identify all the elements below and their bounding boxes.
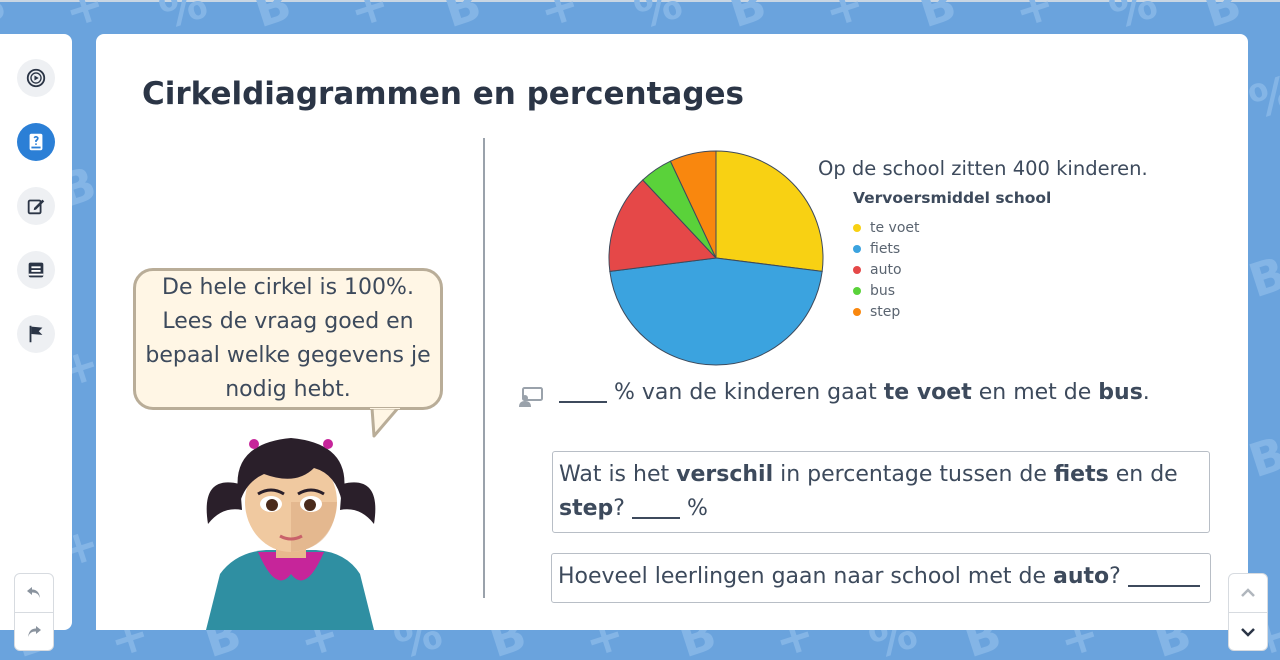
pie-slice-fiets: [609, 257, 823, 366]
legend-item: te voet: [853, 218, 920, 238]
background-glyph: B: [912, 0, 963, 39]
top-border: [0, 0, 1280, 2]
background-glyph: +: [57, 0, 111, 39]
question-3-text: Hoeveel leerlingen gaan naar school met …: [558, 564, 1046, 589]
flag-button[interactable]: [17, 315, 55, 353]
undo-button[interactable]: [15, 574, 53, 612]
answer-blank-2[interactable]: [631, 495, 680, 519]
question-2-unit: %: [686, 496, 708, 521]
edit-button[interactable]: [17, 187, 55, 225]
chevron-up-icon: [1241, 588, 1255, 597]
legend-color-dot: [853, 266, 861, 274]
legend-color-dot: [853, 224, 861, 232]
redo-icon: [28, 626, 41, 637]
instruction-book-icon: [29, 133, 43, 151]
exercise-card: Cirkeldiagrammen en percentages De hele …: [96, 34, 1248, 630]
legend-color-dot: [853, 308, 861, 316]
question-2-text: Wat is het: [559, 462, 670, 487]
question-2-keyword-step: step: [559, 496, 614, 521]
pie-slice-te-voet: [715, 150, 824, 272]
background-glyph: B: [0, 0, 13, 39]
question-1: % van de kinderen gaat te voet en met de…: [559, 379, 1150, 405]
question-1-keyword-walk: te voet: [883, 380, 972, 405]
question-2-keyword-difference: verschil: [676, 462, 774, 487]
legend-label: auto: [870, 262, 902, 278]
legend-color-dot: [853, 287, 861, 295]
background-glyph: +: [817, 0, 871, 39]
legend-label: te voet: [870, 220, 920, 236]
redo-button[interactable]: [15, 612, 53, 651]
question-2-text: ?: [613, 496, 625, 521]
question-2-box: Wat is het verschil in percentage tussen…: [552, 451, 1210, 533]
legend-label: step: [870, 304, 901, 320]
background-glyph: B: [1197, 0, 1248, 39]
scroll-up-button[interactable]: [1229, 574, 1267, 612]
background-glyph: +: [342, 0, 396, 39]
legend-item: bus: [853, 281, 895, 301]
pie-chart: [608, 150, 824, 366]
undo-redo-group: [14, 573, 54, 651]
instruction-button[interactable]: [17, 123, 55, 161]
pie-slice-auto: [608, 179, 718, 272]
background-glyph: B: [722, 0, 773, 39]
undo-icon: [27, 587, 40, 598]
speech-bubble-tail: [370, 408, 400, 438]
legend-item: step: [853, 302, 900, 322]
chevron-down-icon: [1241, 628, 1255, 637]
answer-blank-3[interactable]: [1127, 563, 1200, 587]
intro-text: Op de school zitten 400 kinderen.: [818, 157, 1148, 180]
legend-label: bus: [870, 283, 896, 299]
character-illustration: [206, 438, 376, 630]
question-3-text: ?: [1109, 564, 1121, 589]
background-glyph: %: [1242, 64, 1280, 130]
legend-label: fiets: [870, 241, 901, 257]
background-glyph: B: [1242, 425, 1280, 489]
background-glyph: B: [1242, 245, 1280, 309]
speech-bubble: De hele cirkel is 100%. Lees de vraag go…: [133, 268, 443, 410]
background-glyph: B: [437, 0, 488, 39]
question-1-keyword-bus: bus: [1098, 380, 1143, 405]
background-glyph: +: [1007, 0, 1061, 39]
legend-title: Vervoersmiddel school: [853, 189, 1052, 207]
question-3-box: Hoeveel leerlingen gaan naar school met …: [551, 553, 1211, 603]
question-1-end: .: [1142, 380, 1150, 405]
question-2-text: en de: [1115, 462, 1178, 487]
question-3-keyword-car: auto: [1053, 564, 1110, 589]
legend-item: auto: [853, 260, 902, 280]
speech-bubble-text: De hele cirkel is 100%. Lees de vraag go…: [145, 275, 431, 402]
video-play-icon: [26, 68, 46, 88]
answer-blank-1[interactable]: [559, 379, 607, 403]
edit-icon: [27, 199, 45, 215]
legend-color-dot: [853, 245, 861, 253]
notes-button[interactable]: [17, 251, 55, 289]
content-divider: [483, 138, 485, 598]
question-1-text: en met de: [978, 380, 1092, 405]
question-1-text: % van de kinderen gaat: [614, 380, 877, 405]
page-title: Cirkeldiagrammen en percentages: [142, 76, 744, 112]
assistant-icon[interactable]: [518, 386, 544, 408]
flag-icon: [29, 325, 43, 343]
question-2-text: in percentage tussen de: [780, 462, 1047, 487]
background-glyph: B: [247, 0, 298, 39]
side-toolbar: [0, 34, 72, 630]
scroll-nav: [1228, 573, 1268, 651]
notes-icon: [28, 262, 44, 278]
background-glyph: +: [532, 0, 586, 39]
pie-slice-step: [669, 150, 717, 259]
scroll-down-button[interactable]: [1229, 612, 1267, 651]
question-2-keyword-bike: fiets: [1053, 462, 1109, 487]
legend-item: fiets: [853, 239, 900, 259]
video-play-button[interactable]: [17, 59, 55, 97]
